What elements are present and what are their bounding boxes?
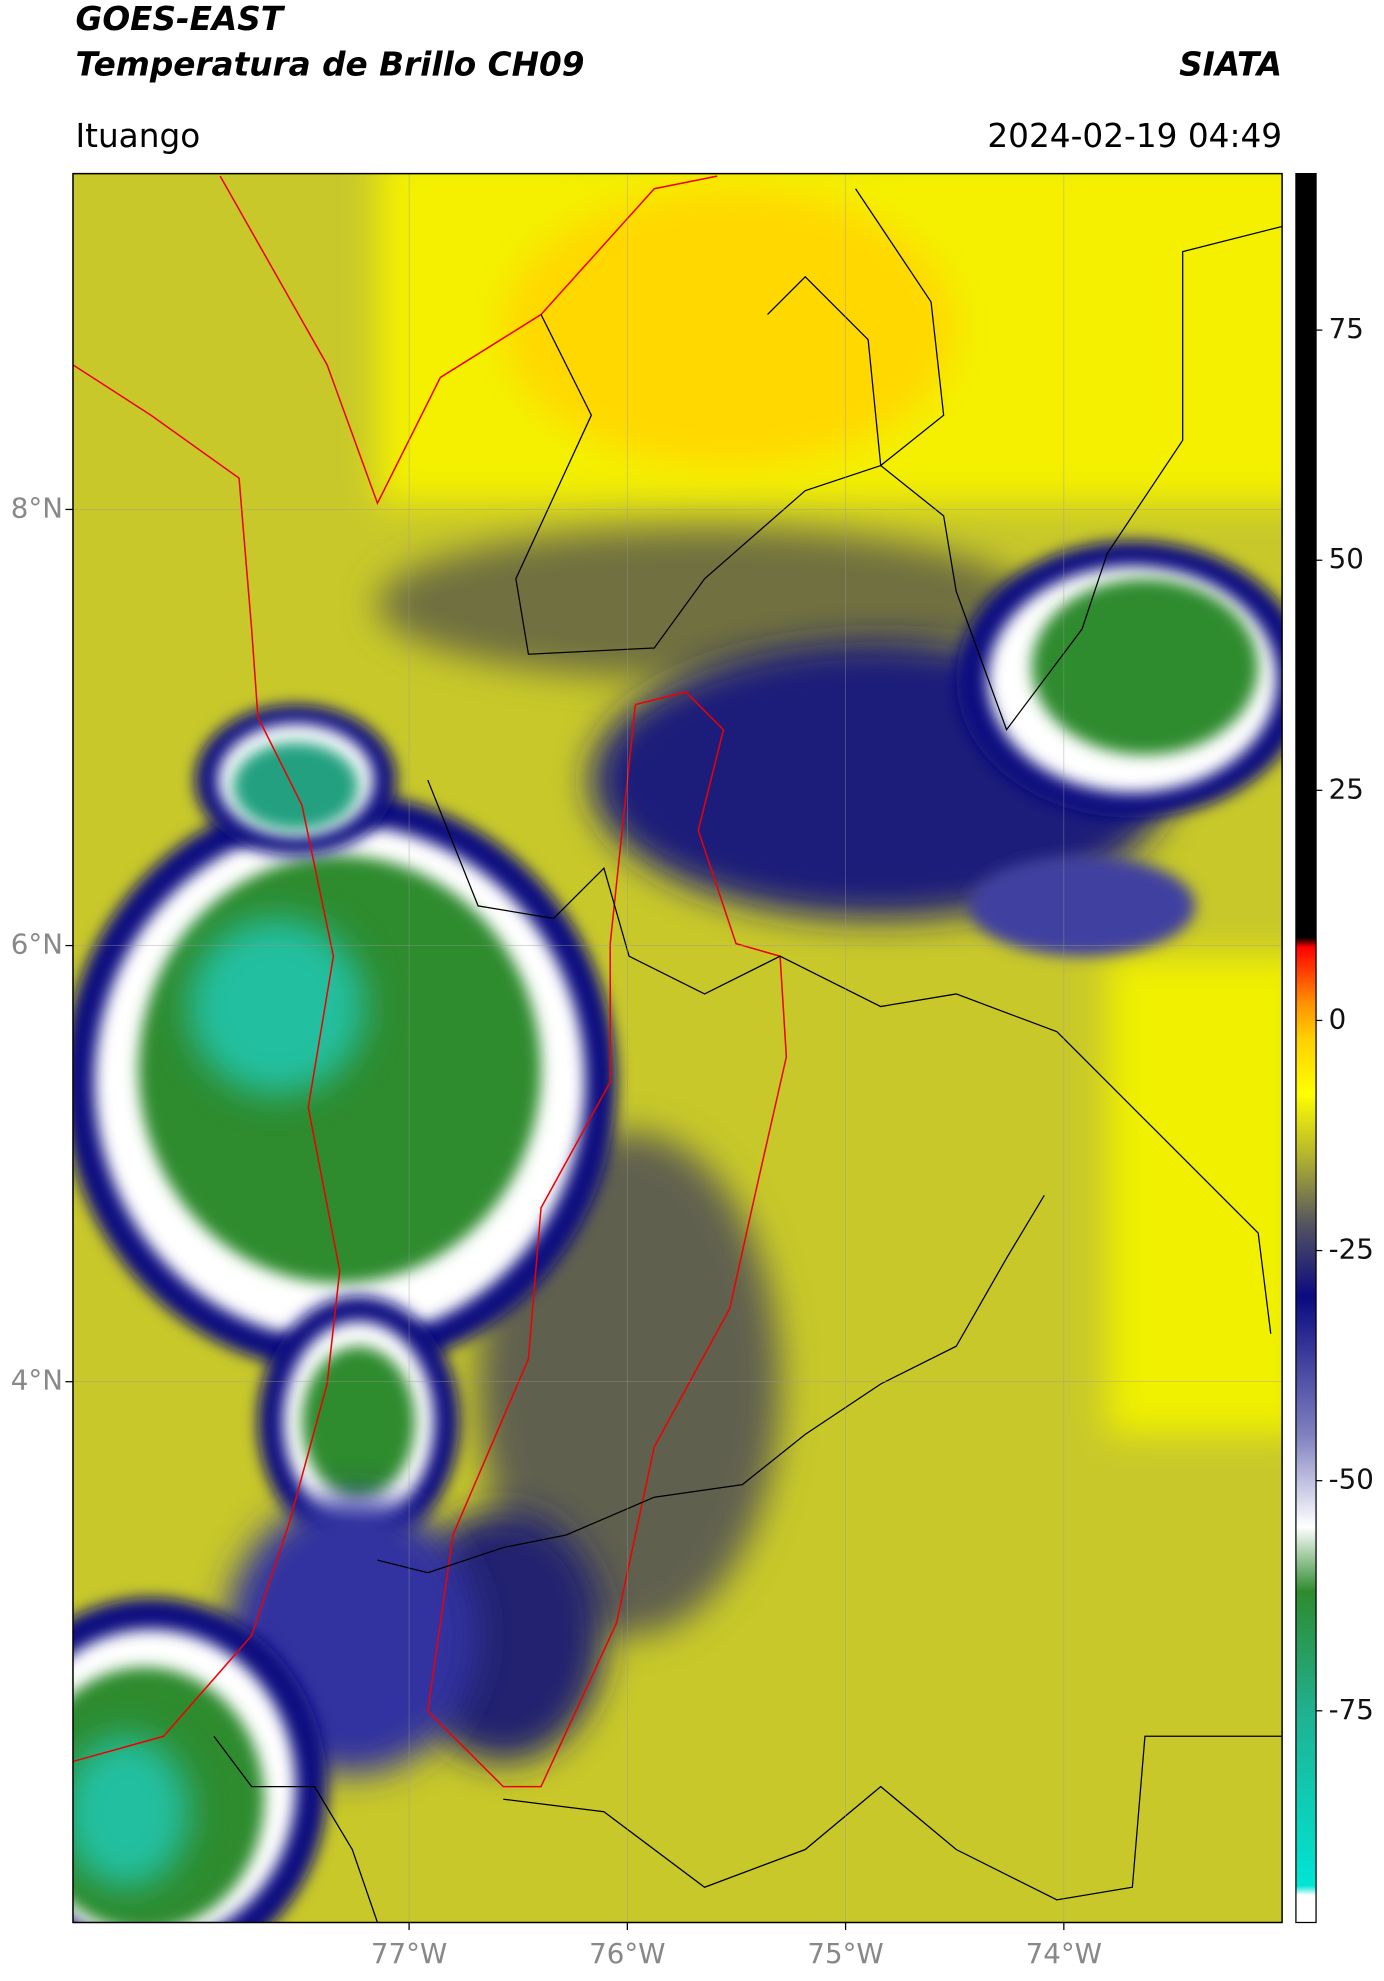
colorbar-tick-label: 75 (1329, 312, 1364, 345)
colorbar-segment (1295, 937, 1317, 948)
colorbar-tick-label: 25 (1329, 772, 1364, 805)
colorbar-tick-label: -75 (1329, 1693, 1374, 1726)
colorbar-tick-label: -50 (1329, 1463, 1374, 1496)
x-tick-label: 74°W (1026, 1937, 1102, 1970)
colorbar-segment (1295, 1591, 1317, 1712)
colorbar-segment (1295, 1894, 1317, 1923)
location: Ituango (75, 117, 200, 155)
imagery (72, 173, 1283, 1923)
source: SIATA (1179, 45, 1282, 83)
colorbar-segment (1295, 1526, 1317, 1592)
colorbar-frame (1295, 172, 1317, 1924)
colorbar-tick-label: 50 (1329, 542, 1364, 575)
colorbar-segment (1295, 173, 1317, 938)
datetime: 2024-02-19 04:49 (987, 117, 1282, 155)
x-tick-label: 76°W (589, 1937, 665, 1970)
colorbar-segment (1295, 1434, 1317, 1528)
y-tick-label: 8°N (11, 491, 63, 524)
colorbar-tick-label: -25 (1329, 1233, 1374, 1266)
x-tick-label: 77°W (371, 1937, 447, 1970)
colorbar-segment (1295, 1158, 1317, 1224)
subtitle: Temperatura de Brillo CH09 (75, 45, 584, 83)
colorbar-segment (1295, 1296, 1317, 1436)
colorbar-segment (1295, 946, 1317, 1003)
colorbar-segment (1295, 1222, 1317, 1297)
colorbar-segment (1295, 1710, 1317, 1887)
colorbar-tick-label: 0 (1329, 1002, 1347, 1035)
colorbar-segment (1295, 1885, 1317, 1896)
colorbar-segment (1295, 1038, 1317, 1095)
map-frame (72, 172, 1283, 1924)
x-tick-label: 75°W (807, 1937, 883, 1970)
colorbar: 75 50 25 0 -25 -50 -75 (1295, 172, 1374, 1924)
grid: 77°W 76°W 75°W 74°W 8°N 6°N 4°N (11, 173, 1283, 1970)
y-tick-label: 6°N (11, 928, 63, 961)
colorbar-segment (1295, 1094, 1317, 1159)
title: GOES-EAST (75, 0, 285, 38)
colorbar-segment (1295, 1002, 1317, 1040)
y-tick-label: 4°N (11, 1364, 63, 1397)
